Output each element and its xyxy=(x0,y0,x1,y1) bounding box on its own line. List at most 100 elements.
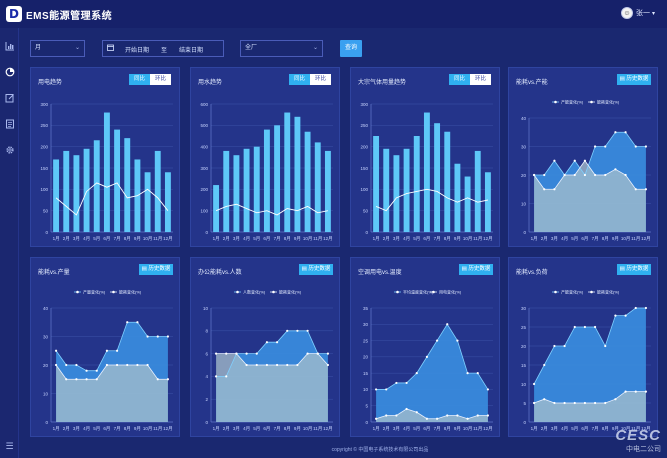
bar[interactable] xyxy=(294,116,301,232)
data-point[interactable] xyxy=(604,173,607,177)
start-date-input[interactable]: 开始日期 xyxy=(125,48,150,54)
data-point[interactable] xyxy=(573,159,576,162)
end-date-input[interactable]: 结束日期 xyxy=(179,48,204,54)
user-menu[interactable]: ☺ 张一 ▾ xyxy=(620,7,655,19)
data-point[interactable] xyxy=(425,417,429,420)
data-point[interactable] xyxy=(326,352,330,355)
data-point[interactable] xyxy=(604,401,607,405)
data-point[interactable] xyxy=(275,341,279,344)
mom-tab[interactable]: 环比 xyxy=(150,74,171,85)
bar[interactable] xyxy=(253,146,260,232)
data-point[interactable] xyxy=(136,321,139,324)
history-data-button[interactable]: ▤ 历史数据 xyxy=(617,264,651,275)
data-point[interactable] xyxy=(553,344,556,348)
data-point[interactable] xyxy=(573,325,576,329)
data-point[interactable] xyxy=(553,401,556,405)
data-point[interactable] xyxy=(146,363,149,367)
bar[interactable] xyxy=(284,112,291,232)
period-select[interactable]: 月 ⌄ xyxy=(30,40,85,57)
data-point[interactable] xyxy=(286,363,289,367)
data-point[interactable] xyxy=(543,173,546,177)
data-point[interactable] xyxy=(225,352,228,355)
data-point[interactable] xyxy=(614,168,617,171)
data-point[interactable] xyxy=(374,388,378,391)
data-point[interactable] xyxy=(286,329,289,332)
data-point[interactable] xyxy=(446,323,449,326)
bar[interactable] xyxy=(223,150,230,232)
data-point[interactable] xyxy=(105,349,109,352)
legend-label[interactable]: 能耗变化(%) xyxy=(279,289,302,295)
bar[interactable] xyxy=(93,140,100,232)
bar[interactable] xyxy=(73,155,80,232)
factory-select[interactable]: 全厂 ⌄ xyxy=(240,40,323,57)
history-data-button[interactable]: ▤ 历史数据 xyxy=(617,74,651,85)
chevron-down-icon[interactable]: ▾ xyxy=(651,10,655,17)
bar-chart-icon[interactable] xyxy=(0,38,19,54)
data-point[interactable] xyxy=(593,325,597,329)
data-point[interactable] xyxy=(385,414,388,417)
data-point[interactable] xyxy=(614,398,617,401)
bar[interactable] xyxy=(393,155,400,232)
bar[interactable] xyxy=(53,159,60,232)
data-point[interactable] xyxy=(395,381,398,385)
bar[interactable] xyxy=(114,129,121,232)
bar[interactable] xyxy=(314,142,321,232)
data-point[interactable] xyxy=(214,375,218,378)
data-point[interactable] xyxy=(105,363,109,367)
data-point[interactable] xyxy=(54,363,58,367)
data-point[interactable] xyxy=(553,159,556,162)
yoy-tab[interactable]: 同比 xyxy=(449,74,470,85)
data-point[interactable] xyxy=(563,173,566,177)
data-point[interactable] xyxy=(405,381,408,385)
data-point[interactable] xyxy=(306,329,309,332)
data-point[interactable] xyxy=(624,390,627,393)
edit-icon[interactable] xyxy=(0,90,19,106)
data-point[interactable] xyxy=(634,306,637,310)
settings-icon[interactable] xyxy=(0,142,19,158)
data-point[interactable] xyxy=(456,414,459,417)
data-point[interactable] xyxy=(385,388,388,391)
bar[interactable] xyxy=(474,150,481,232)
bar[interactable] xyxy=(454,163,461,232)
bar[interactable] xyxy=(243,148,250,232)
data-point[interactable] xyxy=(634,390,637,393)
data-point[interactable] xyxy=(166,335,170,338)
legend-label[interactable]: 能耗变化(%) xyxy=(597,99,620,105)
data-point[interactable] xyxy=(634,145,637,148)
data-point[interactable] xyxy=(146,335,149,338)
data-point[interactable] xyxy=(583,173,587,177)
data-point[interactable] xyxy=(415,411,418,414)
data-point[interactable] xyxy=(583,159,587,162)
data-point[interactable] xyxy=(486,388,490,391)
data-point[interactable] xyxy=(245,363,248,367)
data-point[interactable] xyxy=(136,363,139,367)
bar[interactable] xyxy=(304,131,311,232)
data-point[interactable] xyxy=(543,398,546,401)
data-point[interactable] xyxy=(326,363,330,367)
data-point[interactable] xyxy=(245,352,248,355)
data-point[interactable] xyxy=(75,363,78,367)
bar[interactable] xyxy=(124,138,131,232)
data-point[interactable] xyxy=(126,363,129,367)
mom-tab[interactable]: 环比 xyxy=(470,74,491,85)
data-point[interactable] xyxy=(115,363,119,367)
data-point[interactable] xyxy=(156,335,159,338)
bar[interactable] xyxy=(154,150,161,232)
data-point[interactable] xyxy=(644,306,648,310)
legend-label[interactable]: 产能变化(%) xyxy=(561,99,584,105)
data-point[interactable] xyxy=(265,363,269,367)
legend-label[interactable]: 平均温度变化(%) xyxy=(403,289,434,295)
data-point[interactable] xyxy=(532,173,536,177)
mom-tab[interactable]: 环比 xyxy=(310,74,331,85)
pie-chart-icon[interactable] xyxy=(0,64,19,80)
compare-toggle[interactable]: 同比 环比 xyxy=(449,74,491,85)
bar[interactable] xyxy=(233,155,240,232)
data-point[interactable] xyxy=(486,414,490,417)
legend-label[interactable]: 产量变化(%) xyxy=(83,289,106,295)
bar[interactable] xyxy=(444,131,451,232)
data-point[interactable] xyxy=(593,145,597,148)
data-point[interactable] xyxy=(395,414,398,417)
compare-toggle[interactable]: 同比 环比 xyxy=(289,74,331,85)
bar[interactable] xyxy=(144,172,151,232)
bar[interactable] xyxy=(274,125,281,232)
